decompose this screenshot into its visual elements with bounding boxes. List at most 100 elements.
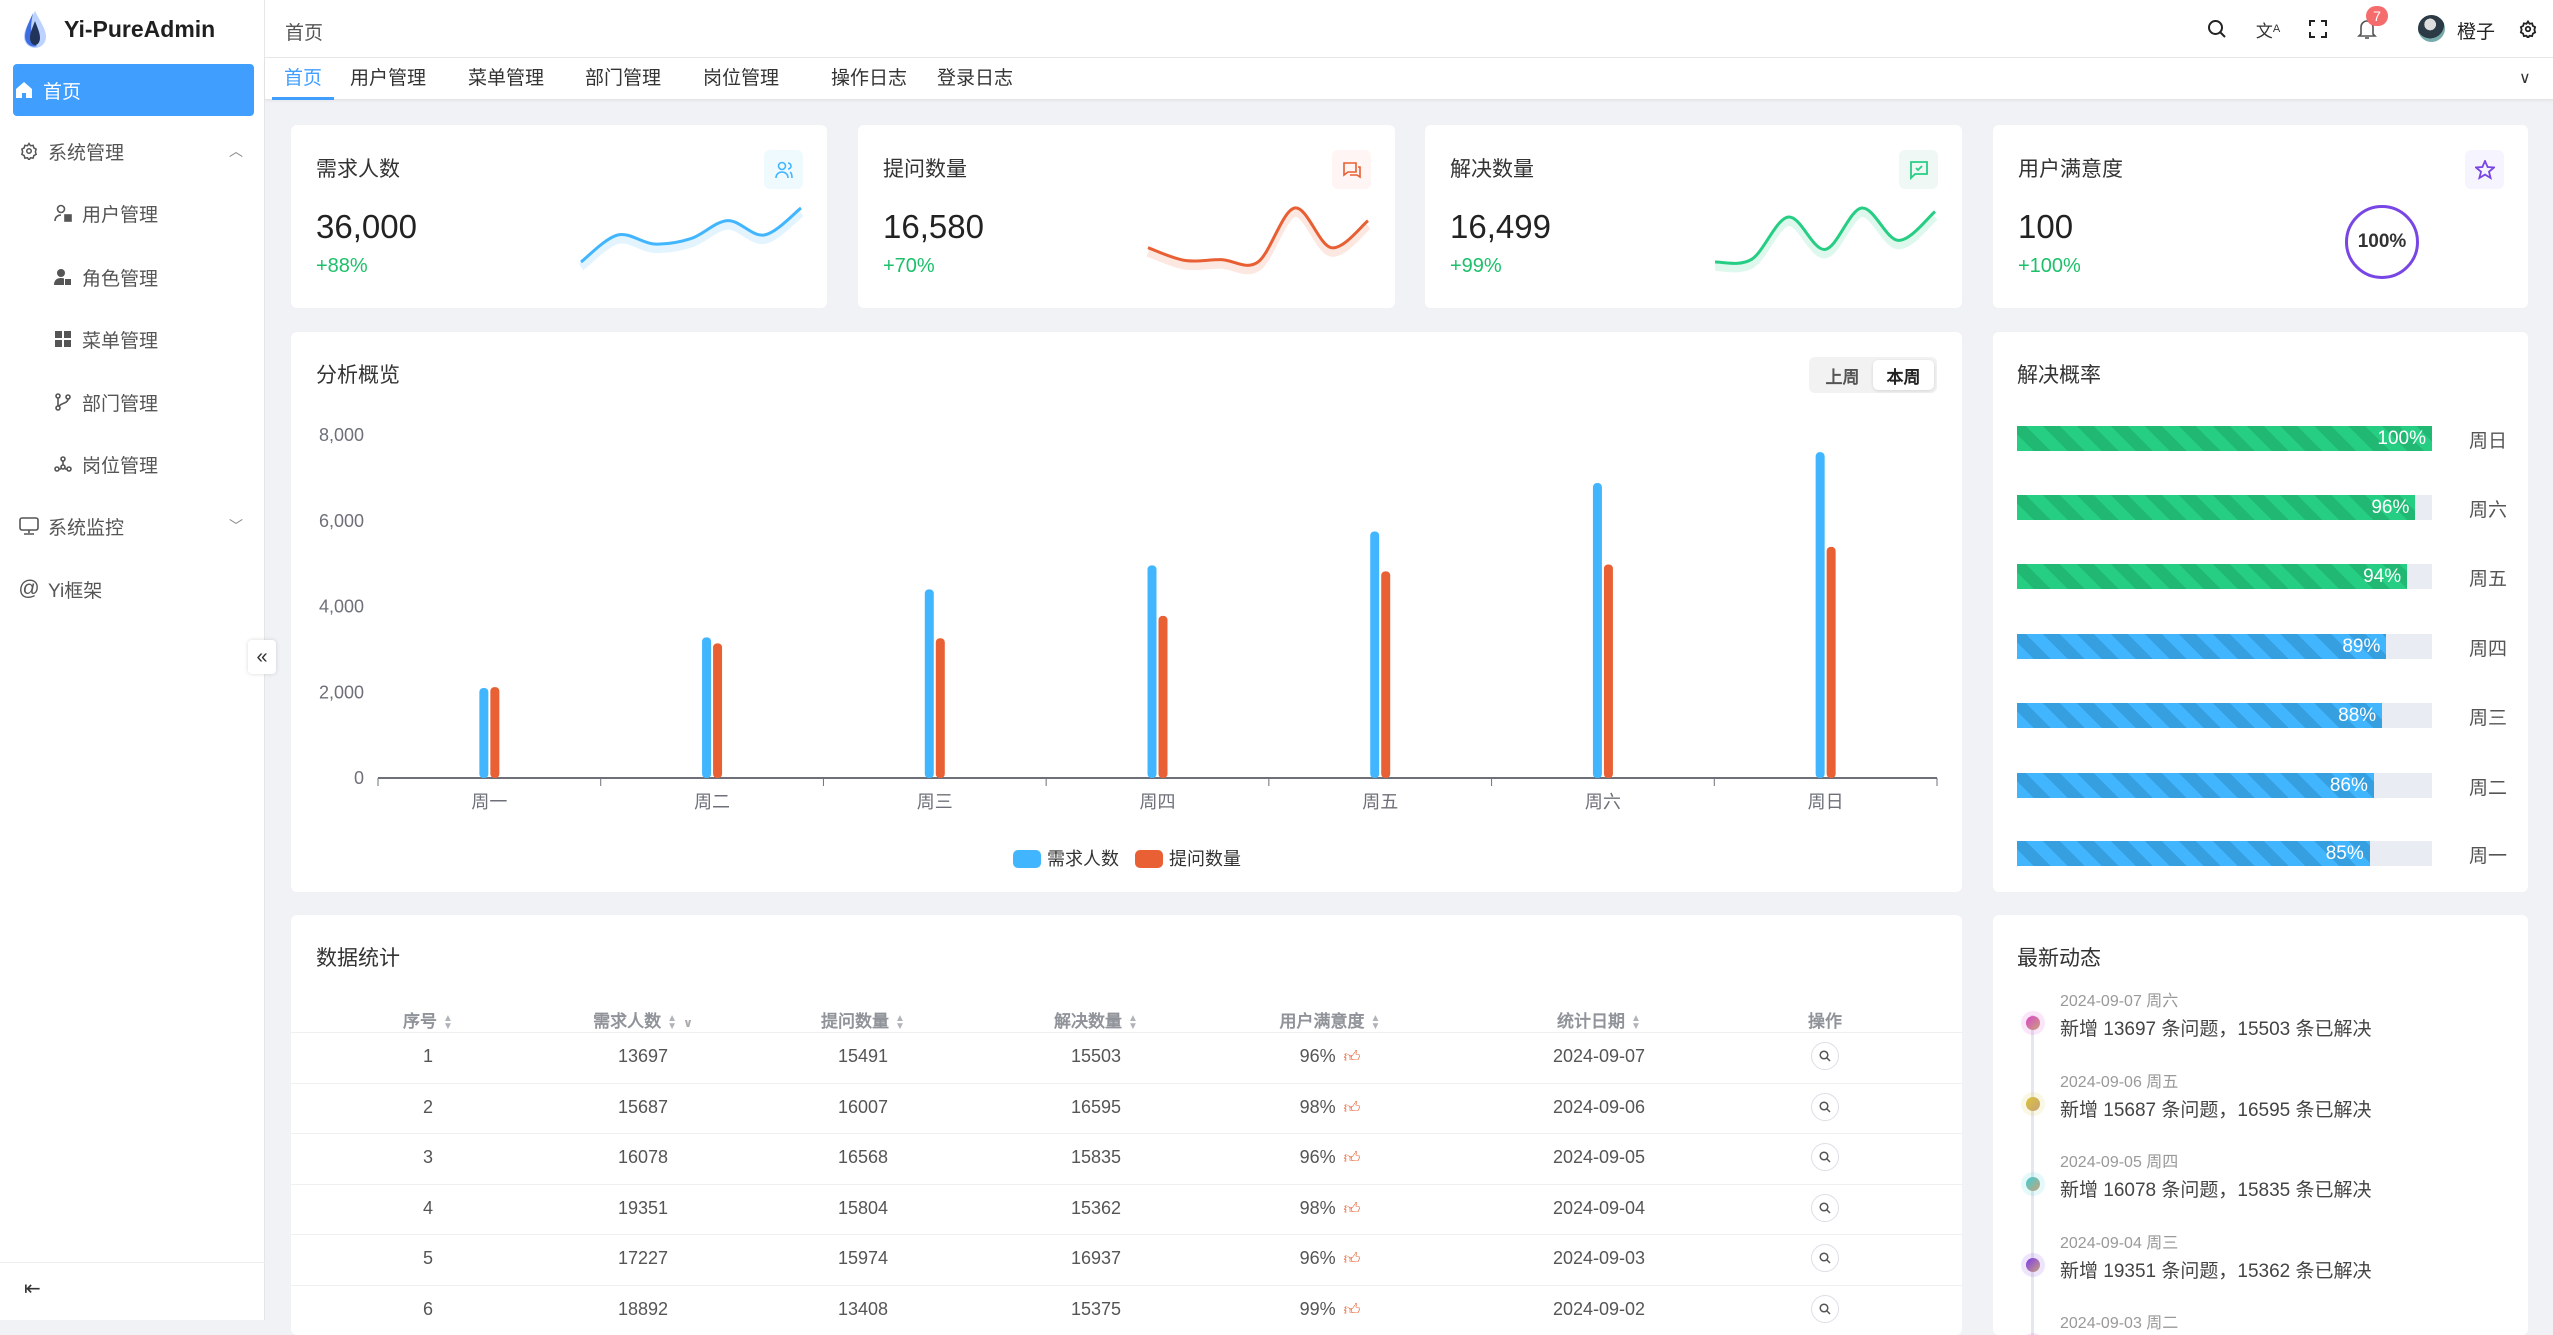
timeline-text: 新增 16078 条问题，15835 条已解决: [2060, 1180, 2372, 1201]
column-header[interactable]: 提问数量 ▲ ▼: [821, 1007, 905, 1032]
collapse-menu-icon[interactable]: ⇤: [24, 1278, 41, 1300]
cell-value: 2024-09-02: [1552, 1298, 1646, 1319]
sort-icon[interactable]: ▲ ▼: [443, 1012, 453, 1032]
column-header[interactable]: 用户满意度 ▲ ▼: [1280, 1007, 1381, 1032]
column-header-label: 序号: [403, 1012, 438, 1031]
tabs-dropdown-chevron-icon[interactable]: ∨: [2519, 70, 2531, 87]
card-title: 分析概览: [316, 364, 400, 387]
settings-gear-icon[interactable]: [2516, 17, 2540, 41]
tab-users[interactable]: 用户管理: [349, 68, 427, 89]
timeline-text: 新增 19351 条问题，15362 条已解决: [2060, 1260, 2372, 1282]
satisfaction-gauge: 100%: [2345, 205, 2419, 279]
view-detail-button[interactable]: [1811, 1294, 1839, 1323]
x-tick-label: 周六: [1585, 792, 1621, 812]
cell-value: 15362: [1070, 1197, 1122, 1218]
sort-icon[interactable]: ▲ ▼: [895, 1012, 905, 1032]
cell-value: 16007: [837, 1096, 889, 1117]
tab-menus[interactable]: 菜单管理: [467, 68, 545, 89]
legend-label: 提问数量: [1169, 849, 1241, 869]
star-icon: [2465, 150, 2504, 189]
timeline-dot: [2021, 1011, 2045, 1035]
table-cell: 2024-09-05: [1553, 1147, 1645, 1168]
sort-icon[interactable]: ▲ ▼: [1370, 1012, 1381, 1032]
bar-demand: [1370, 531, 1380, 778]
tab-login-log[interactable]: 登录日志: [936, 68, 1014, 89]
divider: [0, 1262, 265, 1263]
username[interactable]: 橙子: [2457, 22, 2496, 43]
rate-progress-bar: 94%: [2017, 564, 2432, 589]
table-cell: 16078: [618, 1147, 668, 1168]
breadcrumb[interactable]: 首页: [285, 23, 324, 44]
data-table-card: 数据统计 序号 ▲ ▼ 需求人数 ▲ ▼ ∨ 提问数量 ▲ ▼ 解决数量 ▲ ▼ 用户满意度 ▲ ▼ 统计日期 ▲…: [291, 915, 1962, 1335]
column-header[interactable]: 操作: [1808, 1007, 1842, 1032]
sidebar-item-label: 系统监控: [48, 517, 125, 539]
x-tick-label: 周四: [1140, 792, 1176, 812]
sparkline-shadow: [1146, 209, 1371, 275]
sidebar-item-roles[interactable]: 角色管理: [52, 251, 252, 303]
users-icon: [764, 150, 803, 189]
sidebar-item-users[interactable]: 用户管理: [52, 187, 252, 239]
column-header[interactable]: 解决数量 ▲ ▼: [1054, 1007, 1138, 1032]
tab-operation-log[interactable]: 操作日志: [830, 68, 908, 89]
sidebar-item-system[interactable]: 系统管理 ︿: [18, 125, 259, 177]
last-week-button[interactable]: 上周: [1825, 367, 1860, 387]
sidebar-item-posts[interactable]: 岗位管理: [52, 438, 252, 490]
sidebar-collapse-button[interactable]: «: [248, 640, 276, 674]
logo[interactable]: Yi-PureAdmin: [0, 0, 265, 58]
chevron-up-icon: ︿: [229, 143, 243, 159]
view-detail-button[interactable]: [1811, 1042, 1839, 1070]
rate-progress-bar: 89%: [2017, 634, 2432, 659]
rate-percent: 85%: [2325, 843, 2364, 864]
tab-departments[interactable]: 部门管理: [584, 68, 662, 89]
fullscreen-icon[interactable]: [2306, 17, 2330, 41]
search-icon[interactable]: [2205, 17, 2229, 41]
stat-change: +100%: [2018, 255, 2081, 277]
view-detail-button[interactable]: [1811, 1244, 1839, 1272]
rate-progress-fill: 94%: [2017, 564, 2408, 589]
legend-swatch: [1013, 850, 1041, 868]
tab-home[interactable]: 首页: [271, 58, 335, 100]
table-cell: 96% 👍︎: [1300, 1046, 1361, 1067]
sort-icon[interactable]: ▲ ▼: [667, 1012, 678, 1032]
cell-value: 2024-09-04: [1552, 1197, 1646, 1218]
sort-icon[interactable]: ▲ ▼: [1128, 1012, 1138, 1032]
avatar[interactable]: [2418, 15, 2445, 42]
rate-progress-fill: 96%: [2017, 495, 2416, 520]
timeline-card: 最新动态 2024-09-07 周六 新增 13697 条问题，15503 条已解…: [1993, 915, 2528, 1335]
sidebar-item-yi-framework[interactable]: @ Yi框架: [18, 563, 259, 615]
tab-posts[interactable]: 岗位管理: [702, 68, 780, 89]
thumbs-up-icon: 👍︎: [1343, 1200, 1361, 1218]
column-header[interactable]: 需求人数 ▲ ▼ ∨: [593, 1007, 693, 1032]
column-header-label: 操作: [1808, 1012, 1842, 1031]
rate-day-label: 周五: [2469, 569, 2508, 590]
sidebar-item-menus[interactable]: 菜单管理: [52, 313, 252, 365]
column-header[interactable]: 统计日期 ▲ ▼: [1557, 1007, 1641, 1032]
table-row: [291, 1032, 1962, 1082]
sidebar: Yi-PureAdmin 首页 系统管理 ︿ 用户管理 角色管理 菜单管理 部门…: [0, 0, 265, 1320]
table-cell: 6: [423, 1299, 433, 1320]
rate-percent: 86%: [2329, 775, 2368, 796]
sidebar-item-monitor[interactable]: 系统监控 ﹀: [18, 500, 259, 552]
table-cell: 96% 👍︎: [1300, 1147, 1361, 1168]
this-week-button[interactable]: 本周: [1873, 360, 1934, 390]
sort-icon[interactable]: ▲ ▼: [1631, 1012, 1641, 1032]
view-detail-button[interactable]: [1811, 1092, 1839, 1121]
sidebar-item-label: 部门管理: [82, 393, 159, 415]
column-header[interactable]: 序号 ▲ ▼: [403, 1007, 453, 1032]
y-tick-label: 6,000: [319, 511, 364, 531]
message-icon: [1332, 150, 1371, 189]
rate-progress-bar: 86%: [2017, 773, 2432, 798]
sidebar-item-departments[interactable]: 部门管理: [52, 376, 252, 428]
view-detail-button[interactable]: [1811, 1193, 1839, 1222]
cell-value: 15375: [1070, 1298, 1122, 1319]
cell-value: 15835: [1070, 1147, 1122, 1167]
sidebar-item-home[interactable]: 首页: [13, 64, 254, 116]
table-cell: 2024-09-06: [1553, 1097, 1645, 1118]
view-detail-button[interactable]: [1811, 1143, 1839, 1171]
bar-questions: [490, 687, 500, 778]
rate-progress-fill: 88%: [2017, 703, 2383, 728]
cell-value: 2024-09-07: [1552, 1046, 1646, 1066]
column-header-label: 用户满意度: [1279, 1012, 1365, 1031]
filter-chevron-icon[interactable]: ∨: [683, 1016, 693, 1030]
